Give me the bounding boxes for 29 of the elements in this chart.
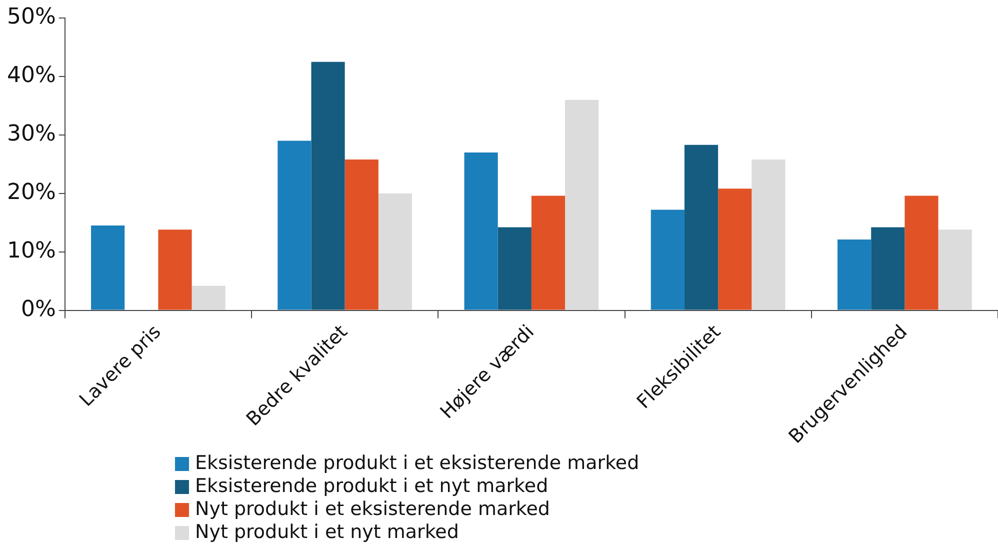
legend-label: Eksisterende produkt i et eksisterende marked: [195, 452, 640, 475]
bar: [378, 193, 412, 310]
bar: [650, 210, 684, 310]
y-tick-label: 20%: [6, 180, 56, 206]
bar: [344, 159, 378, 310]
legend-label: Nyt produkt i et nyt marked: [195, 521, 459, 544]
bar: [838, 240, 872, 310]
bar: [531, 196, 566, 310]
bar: [91, 226, 125, 310]
bar: [565, 100, 599, 310]
bar: [464, 152, 498, 310]
bar: [904, 196, 938, 310]
y-tick-label: 40%: [6, 63, 56, 88]
y-tick-label: 0%: [20, 296, 56, 322]
bar: [278, 140, 312, 310]
bar: [752, 159, 786, 310]
bar: [311, 62, 345, 310]
bar: [684, 144, 718, 310]
y-tick-label: 50%: [6, 4, 56, 30]
legend-label: Eksisterende produkt i et nyt marked: [195, 475, 548, 498]
legend-label: Nyt produkt i et eksisterende marked: [195, 498, 550, 521]
bar: [718, 188, 752, 310]
bar: [498, 227, 532, 310]
bar: [871, 227, 905, 310]
bar: [158, 230, 192, 310]
bar: [192, 286, 226, 310]
y-tick-label: 10%: [6, 238, 56, 264]
y-tick-label: 30%: [6, 122, 56, 147]
bar: [938, 230, 972, 310]
